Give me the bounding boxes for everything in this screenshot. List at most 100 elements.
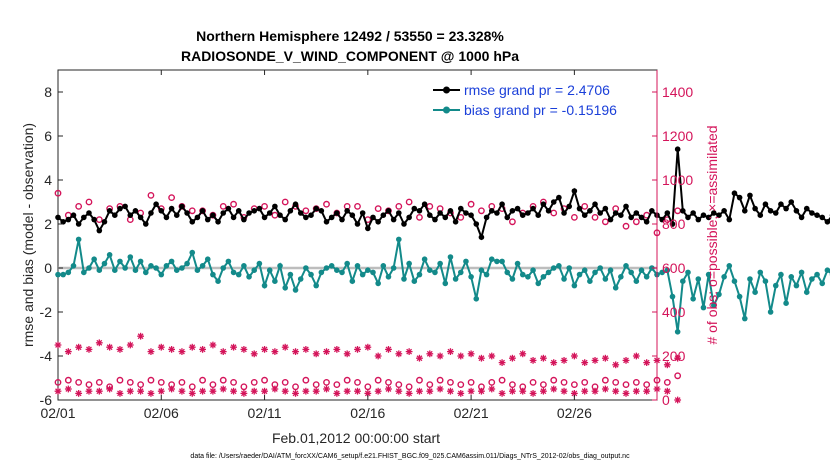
obs-assimilated-stroke [354,388,361,395]
obs-assimilated-point [126,341,134,349]
y-left-tick-label: 8 [44,84,52,100]
y-left-tick-label: -6 [40,392,53,408]
bias-point [297,276,304,282]
rmse-point [592,201,598,207]
rmse-point [809,210,815,216]
obs-assimilated-point [416,354,423,362]
obs-assimilated-point [178,348,186,355]
bias-point [117,258,123,265]
obs-assimilated-stroke [220,386,227,392]
bias-point [313,282,319,289]
obs-assimilated-stroke [168,346,175,353]
obs-assimilated-point [674,396,682,404]
axes: -6 -4 -2 0 2 4 6 8 0 200 400 600 800 1000 1200 1400 02/0… [40,70,693,421]
bias-point [122,265,128,271]
bias-point [142,269,149,276]
legend-bias-marker [443,106,450,114]
rmse-point [499,201,505,207]
rmse-point [210,212,216,218]
obs-assimilated-point [261,387,268,395]
y-right-tick-label: 0 [662,392,670,408]
bias-point [210,271,216,278]
obs-assimilated-stroke [385,346,392,353]
obs-possible-point [385,378,392,386]
obs-assimilated-stroke [530,390,536,397]
rmse-point [504,214,511,221]
rmse-point [266,210,273,216]
bias-point [406,260,412,267]
obs-possible-point [178,378,186,386]
bias-point [70,263,77,269]
obs-assimilated-stroke [199,388,206,395]
bias-point [618,274,624,280]
bias-point [525,274,531,280]
rmse-point [334,210,340,216]
x-tick-label: 02/21 [454,405,489,421]
obs-assimilated-point [364,343,372,351]
rmse-point [680,208,686,214]
obs-assimilated-point [188,343,196,351]
bias-point [731,278,738,285]
rmse-point [695,216,702,223]
rmse-point [70,212,77,218]
rmse-point [421,201,428,207]
obs-possible-point [591,213,599,221]
obs-possible-point [312,381,320,388]
obs-assimilated-point [230,387,237,395]
rmse-point [731,190,738,196]
bias-point [225,258,232,265]
obs-assimilated-point [581,359,589,366]
obs-assimilated-stroke [106,344,113,351]
bias-point [246,274,252,280]
obs-possible-point [354,378,361,386]
obs-possible-point [612,378,620,386]
rmse-point [303,214,309,221]
rmse-point [767,208,774,214]
rmse-point [292,201,299,207]
y-left-tick-label: -4 [40,348,53,364]
bias-point [158,271,165,278]
bias-point [365,267,371,274]
obs-assimilated-point [405,348,413,355]
bias-point [695,276,702,282]
bias-point [478,267,485,274]
rmse-point [643,219,650,225]
x-tick-label: 02/11 [248,405,282,421]
obs-assimilated-point [447,348,454,355]
bias-point [112,267,118,274]
bias-point [204,256,211,263]
bias-point [623,263,629,269]
rmse-point [587,208,593,214]
obs-possible-point [467,200,475,208]
obs-possible-point [416,376,423,384]
obs-assimilated-point [529,390,537,397]
y-left-tick-label: 4 [44,172,52,188]
bias-point [60,271,66,278]
rmse-point [747,192,753,199]
obs-assimilated-stroke [313,350,320,357]
rmse-point [426,212,433,218]
y-left-tick-label: 0 [44,260,52,276]
rmse-point [628,214,634,221]
rmse-point [669,221,676,227]
rmse-point [488,208,495,214]
obs-assimilated-stroke [406,390,413,397]
bias-point [809,276,815,282]
data-file-footnote: data file: /Users/raeder/DAI/ATM_forcXX/… [190,453,630,460]
rmse-point [127,212,134,218]
obs-assimilated-stroke [364,390,371,397]
obs-assimilated-stroke [313,388,320,395]
obs-assimilated-stroke [602,355,609,362]
rmse-point [581,212,588,218]
obs-possible-point [302,376,310,384]
rmse-point [401,221,407,227]
obs-assimilated-point [581,387,589,395]
obs-possible-point [509,381,516,388]
y-axis-left-label: rmse and bias (model - observation) [20,123,36,347]
obs-assimilated-point [168,346,176,353]
obs-assimilated-stroke [55,342,61,348]
y-right-tick-label: 400 [662,304,686,320]
obs-possible-point [364,383,372,391]
obs-assimilated-point [591,387,599,395]
obs-possible-point [230,378,237,386]
